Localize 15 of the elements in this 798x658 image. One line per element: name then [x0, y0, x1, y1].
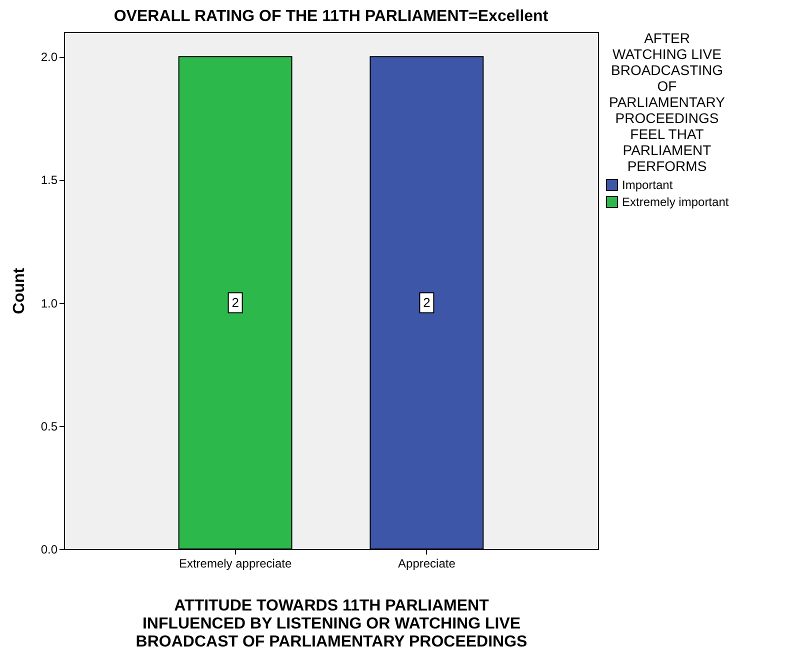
y-tick-label: 0.5 — [40, 419, 58, 434]
y-tick-label: 1.0 — [40, 296, 58, 310]
x-tick-label: Extremely appreciate — [178, 556, 292, 570]
x-axis-title: ATTITUDE TOWARDS 11TH PARLIAMENT INFLUENCED BY LISTENING OR WATCHING LIVE BROADCAST OF PARLIAMENTARY PROCEEDINGS — [136, 598, 528, 650]
chart-title: OVERALL RATING OF THE 11TH PARLIAMENT=Excellent — [114, 8, 549, 25]
y-axis-title: Count — [10, 267, 28, 314]
y-tick-label: 1.5 — [40, 173, 58, 188]
data-label: 2 — [232, 294, 239, 310]
y-tick-label: 2.0 — [40, 50, 58, 64]
y-tick-label: 0.0 — [40, 542, 58, 556]
legend-label: Extremely important — [622, 195, 730, 209]
data-label: 2 — [423, 294, 430, 310]
x-tick-label: Appreciate — [398, 556, 456, 570]
legend-label: Important — [622, 178, 674, 192]
text: AFTER WATCHING LIVE BROADCASTING OF PARLIAMENTARY PROCEEDINGS FEEL THAT PARLIAMENT PERFORMS — [609, 30, 725, 174]
